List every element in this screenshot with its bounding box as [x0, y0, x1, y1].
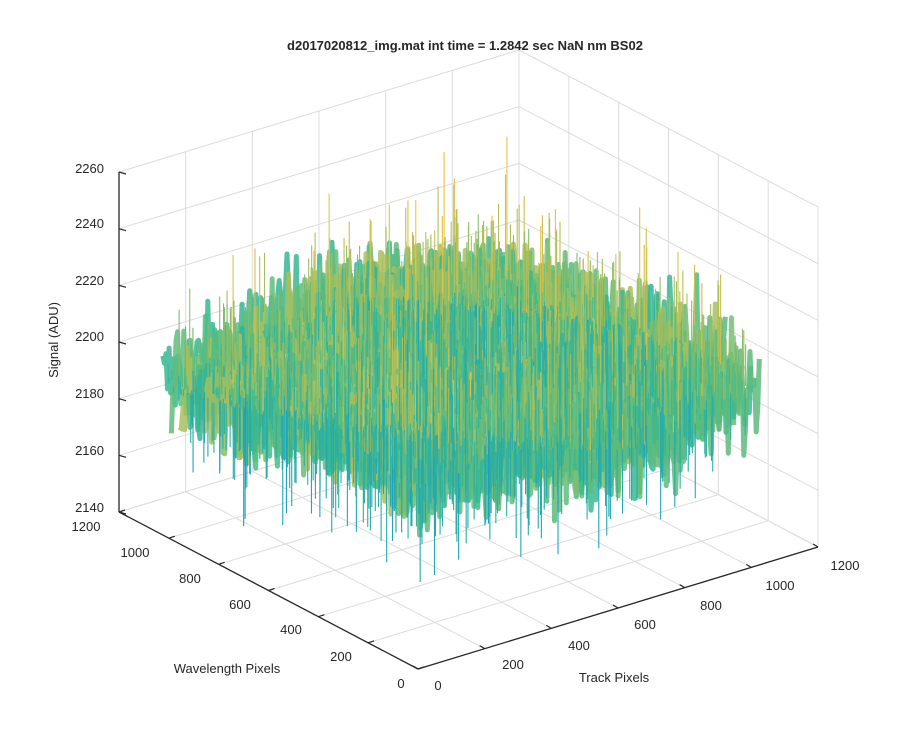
- x-tick-label: 600: [634, 617, 656, 632]
- z-tick-label: 2220: [75, 273, 104, 288]
- x-tick-label: 400: [568, 638, 590, 653]
- y-tick-label: 600: [229, 597, 251, 612]
- y-tick-mark: [367, 640, 375, 644]
- x-tick-label: 800: [700, 598, 722, 613]
- y-tick-label: 0: [397, 676, 404, 691]
- x-tick-label: 1000: [766, 578, 795, 593]
- floor-grid-line: [268, 468, 669, 591]
- x-tick-label: 0: [434, 678, 441, 693]
- x-tick-mark: [612, 604, 619, 609]
- x-tick-labels: 0 200 400 600 800 1000 1200: [434, 558, 859, 693]
- y-tick-labels: 0 200 400 600 800 1000 1200: [72, 519, 405, 691]
- y-tick-mark: [218, 561, 225, 565]
- z-tick-mark: [118, 511, 127, 515]
- surface-row: [415, 348, 762, 538]
- x-tick-mark: [479, 645, 485, 650]
- side-wall-grid-line: [518, 106, 819, 265]
- z-tick-label: 2160: [75, 443, 104, 458]
- y-tick-mark: [168, 535, 176, 539]
- floor-grid-line: [318, 494, 719, 618]
- y-tick-label: 400: [280, 622, 302, 637]
- chart-title: d2017020812_img.mat int time = 1.2842 se…: [287, 38, 643, 53]
- axes: [118, 171, 819, 670]
- z-tick-label: 2180: [75, 386, 104, 401]
- z-tick-label: 2200: [75, 329, 104, 344]
- x-axis-label: Track Pixels: [579, 670, 650, 685]
- back-wall-grid-line: [118, 49, 520, 173]
- x-tick-mark: [746, 563, 752, 568]
- x-tick-label: 200: [502, 657, 524, 672]
- y-tick-mark: [318, 614, 325, 618]
- y-tick-mark: [268, 587, 275, 592]
- z-tick-mark: [118, 341, 127, 345]
- side-wall-grid-line: [518, 162, 819, 321]
- z-tick-label: 2260: [75, 161, 104, 176]
- x-tick-mark: [546, 624, 552, 629]
- y-tick-label: 1000: [121, 545, 150, 560]
- x-tick-label: 1200: [831, 558, 860, 573]
- y-tick-label: 1200: [72, 519, 101, 534]
- side-wall-grid-line: [518, 49, 819, 208]
- z-tick-label: 2140: [75, 500, 104, 515]
- z-axis-label: Signal (ADU): [46, 302, 61, 378]
- back-wall-grid-line: [118, 162, 520, 286]
- z-tick-mark: [118, 171, 127, 175]
- y-tick-label: 800: [179, 571, 201, 586]
- floor-grid-line: [368, 520, 769, 644]
- surface-mesh: [160, 136, 762, 583]
- z-tick-mark: [118, 454, 127, 458]
- z-tick-labels: 2140 2160 2180 2200 2220 2240 2260: [75, 161, 104, 515]
- back-wall-grid-line: [118, 106, 520, 230]
- y-axis-label: Wavelength Pixels: [174, 661, 281, 676]
- z-tick-mark: [118, 228, 127, 232]
- x-tick-mark: [812, 543, 819, 548]
- z-tick-mark: [118, 398, 127, 402]
- x-tick-mark: [412, 665, 419, 670]
- y-tick-mark: [417, 666, 425, 670]
- z-tick-mark: [118, 284, 127, 288]
- y-tick-label: 200: [330, 649, 352, 664]
- x-tick-mark: [679, 584, 685, 589]
- z-tick-label: 2240: [75, 216, 104, 231]
